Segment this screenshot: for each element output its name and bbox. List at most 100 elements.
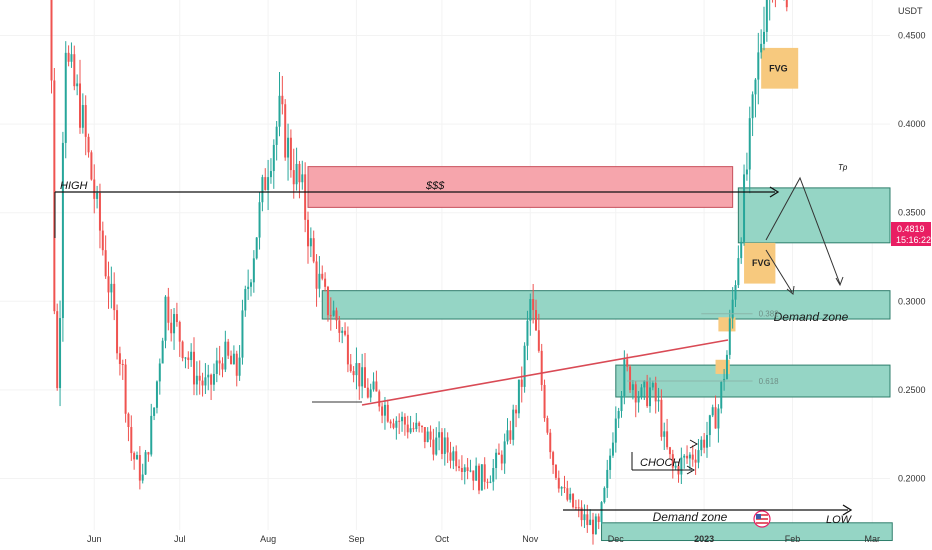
candle-body — [623, 359, 626, 396]
candle-body — [423, 427, 426, 442]
candle-body — [429, 431, 432, 440]
overlays-layer: Resistance ZoneResistance ZoneBearish zo… — [54, 63, 853, 524]
candle-body — [224, 341, 227, 370]
projection-arrow-head — [835, 276, 844, 287]
candle-body — [492, 468, 495, 482]
candle-body — [449, 452, 452, 461]
candle-body — [292, 170, 295, 185]
candle-body — [227, 341, 230, 356]
time-tick-label: Jul — [174, 534, 186, 544]
candle-body — [150, 415, 153, 455]
candle-body — [703, 439, 706, 448]
candle-body — [204, 377, 207, 386]
time-axis[interactable]: Jun Jul Aug Sep Oct Nov Dec 2023 Feb Mar — [87, 534, 880, 544]
candle-body — [654, 382, 657, 402]
price-tick-label: 0.2000 — [898, 474, 926, 484]
candle-body — [480, 464, 483, 491]
candle-body — [515, 409, 518, 414]
candle-body — [546, 418, 549, 433]
candle-body — [87, 136, 90, 153]
candle-body — [569, 493, 572, 500]
candle-body — [765, 0, 768, 32]
candle-body — [230, 355, 233, 365]
candle-body — [198, 375, 201, 381]
candle-body — [118, 353, 121, 364]
time-tick-label: Mar — [865, 534, 881, 544]
candle-body — [138, 455, 141, 481]
candle-body — [190, 351, 193, 361]
candle-body — [50, 0, 53, 81]
candle-body — [529, 299, 532, 321]
candle-body — [469, 470, 472, 472]
candle-body — [606, 469, 609, 488]
candle-body — [84, 105, 87, 137]
candle-body — [683, 455, 686, 458]
candle-body — [509, 430, 512, 440]
candle-body — [250, 282, 252, 287]
candle-body — [107, 276, 110, 293]
candle-body — [754, 79, 757, 95]
candle-body — [711, 407, 714, 416]
candle-body — [96, 192, 99, 199]
price-tick-label: 0.4500 — [898, 31, 926, 41]
zone-label: Demand zone — [653, 510, 728, 524]
candle-body — [381, 406, 384, 416]
candle-body — [432, 439, 435, 455]
price-axis[interactable]: USDT 0.70000.65000.60000.55000.50000.450… — [898, 0, 926, 550]
candle-body — [93, 179, 96, 199]
candle-body — [155, 381, 158, 408]
candle-body — [170, 322, 173, 334]
us-flag-icon[interactable] — [753, 510, 771, 528]
candle-body — [706, 435, 708, 448]
candle-body — [312, 238, 315, 262]
candle-body — [244, 289, 247, 311]
candle-body — [728, 318, 731, 355]
candle-body — [691, 454, 694, 460]
candle-body — [489, 481, 492, 483]
candle-body — [443, 437, 446, 454]
price-axis-unit: USDT — [898, 6, 923, 16]
candles-layer — [50, 0, 788, 545]
candle-body — [335, 310, 338, 321]
candle-body — [743, 174, 746, 242]
tp-label: Tp — [838, 163, 848, 172]
candle-body — [278, 95, 281, 127]
candle-body — [403, 416, 406, 425]
candle-body — [643, 381, 646, 388]
candle-body — [116, 310, 119, 354]
candle-body — [592, 519, 594, 535]
candle-body — [287, 137, 290, 158]
zone-label: Demand zone — [774, 310, 849, 324]
candle-body — [731, 299, 734, 319]
projection-path-down — [765, 249, 793, 293]
candle-body — [67, 52, 70, 62]
candle-body — [141, 474, 144, 481]
candle-body — [458, 466, 461, 469]
candle-body — [295, 163, 298, 185]
candle-body — [572, 493, 575, 508]
candle-body — [574, 507, 577, 509]
candle-body — [110, 283, 113, 293]
candle-body — [329, 315, 332, 317]
projection-arrow-head-2 — [786, 285, 795, 295]
candle-body — [586, 514, 589, 526]
candle-body — [309, 238, 312, 247]
candle-body — [178, 322, 181, 342]
candle-body — [737, 258, 740, 286]
candle-body — [158, 363, 161, 382]
candle-body — [566, 488, 569, 500]
candle-body — [720, 381, 723, 409]
candle-body — [668, 447, 671, 455]
candle-body — [261, 177, 264, 203]
candle-body — [238, 357, 241, 376]
candle-body — [526, 320, 529, 346]
price-tick-label: 0.3500 — [898, 208, 926, 218]
candle-body — [532, 299, 535, 311]
candle-body — [255, 237, 258, 259]
candle-body — [212, 373, 215, 385]
candle-body — [375, 381, 378, 392]
candle-body — [663, 431, 666, 437]
time-tick-label: Dec — [608, 534, 625, 544]
fvg-label: FVG — [769, 63, 788, 73]
candle-body — [307, 219, 309, 247]
